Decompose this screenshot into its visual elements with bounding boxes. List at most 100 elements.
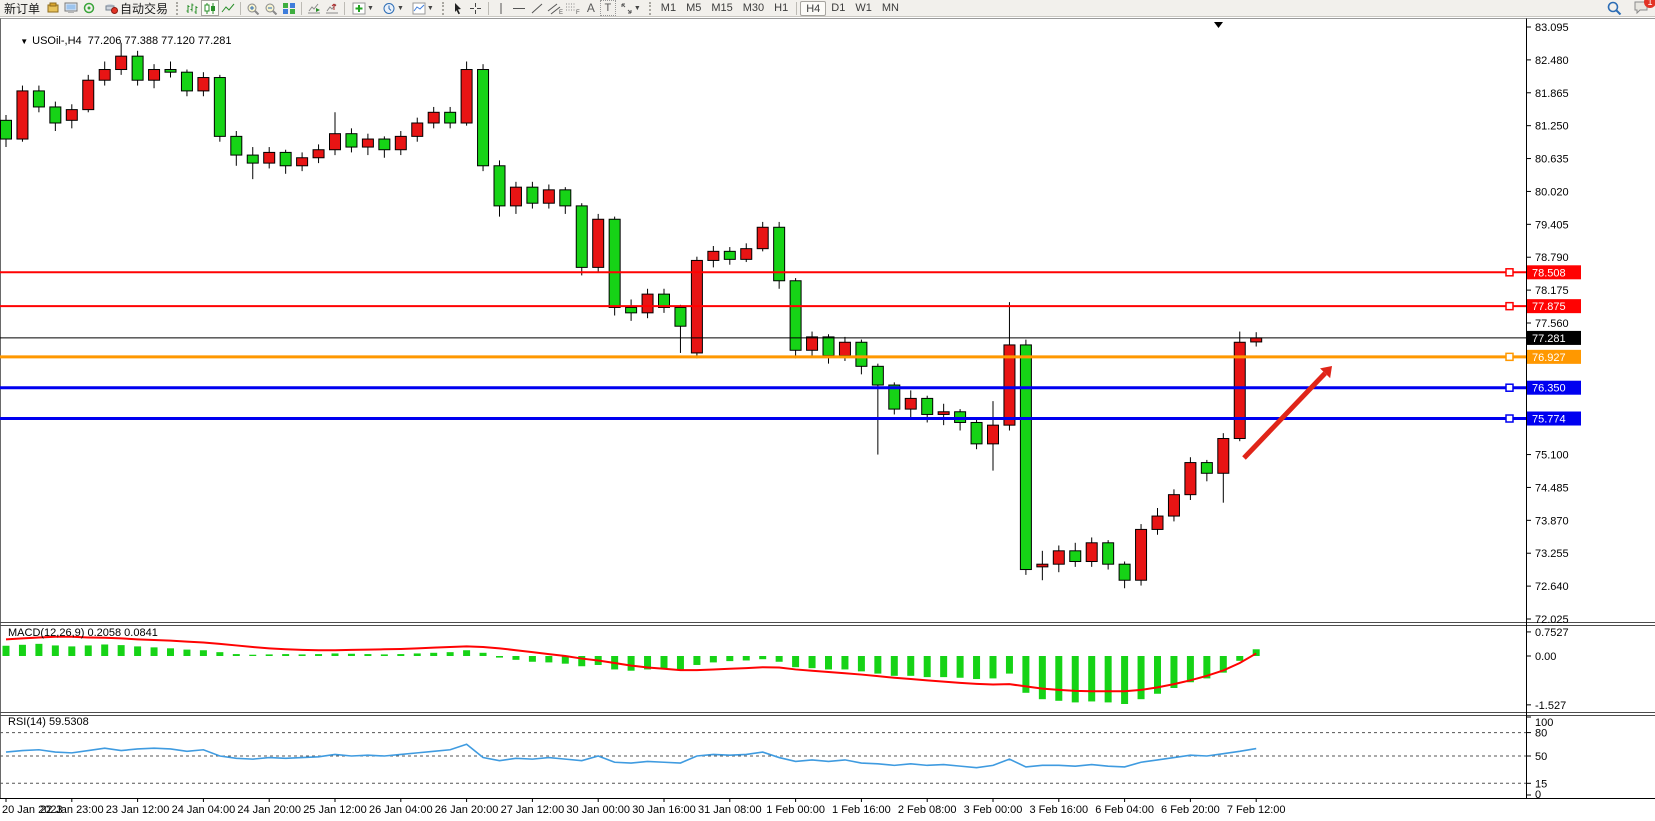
candle-body — [740, 248, 753, 260]
charts-panel-icon[interactable] — [44, 0, 62, 16]
macd-histogram-bar — [775, 656, 783, 662]
templates-button[interactable]: ▼ — [408, 0, 438, 16]
candle-body — [1003, 344, 1016, 426]
text-tool-icon[interactable]: A — [586, 1, 595, 15]
time-tick-label: 20 Jan 2023 — [2, 804, 63, 816]
timeframe-button-h4[interactable]: H4 — [800, 0, 827, 16]
candle-body — [822, 336, 835, 357]
line-chart-type-icon[interactable] — [219, 0, 237, 16]
candle-body — [32, 90, 45, 108]
macd-histogram-bar — [1005, 656, 1013, 674]
macd-histogram-bar — [1203, 656, 1211, 679]
time-tick-label: 30 Jan 00:00 — [566, 804, 630, 816]
timeframe-button-d1[interactable]: D1 — [831, 1, 846, 14]
auto-trading-status-icon — [102, 0, 120, 16]
toolbar-grip[interactable] — [648, 1, 653, 15]
fibonacci-tool-icon[interactable]: F — [564, 0, 582, 16]
macd-histogram-bar — [232, 654, 240, 656]
line-handle — [1505, 414, 1514, 423]
candle-body — [16, 90, 29, 140]
equidistant-channel-tool-icon[interactable]: E — [546, 0, 564, 16]
timeframe-button-m30[interactable]: M30 — [742, 1, 765, 14]
zoom-in-icon[interactable] — [244, 0, 262, 16]
candle-body — [329, 133, 341, 151]
cursor-tool-icon[interactable] — [449, 0, 467, 16]
macd-histogram-bar — [890, 656, 898, 676]
candle-body — [871, 365, 884, 386]
auto-trading-button[interactable]: 自动交易 — [98, 0, 172, 16]
arrows-tool-button[interactable]: ▼ — [616, 0, 645, 16]
candle-body — [411, 122, 424, 137]
candle-body — [312, 149, 325, 159]
chart-shift-marker[interactable] — [1214, 22, 1223, 28]
level-lines-layer[interactable] — [0, 268, 1526, 423]
chart-shift-icon[interactable] — [323, 0, 341, 16]
candle-body — [427, 111, 440, 124]
notifications-button[interactable]: 1 — [1633, 0, 1655, 17]
time-tick-label: 6 Feb 20:00 — [1161, 804, 1220, 816]
time-tick-label: 27 Jan 12:00 — [501, 804, 565, 816]
candle-body — [773, 226, 786, 282]
macd-histogram-bar — [347, 653, 355, 656]
periods-button[interactable]: ▼ — [378, 0, 408, 16]
time-tick-label: 24 Jan 20:00 — [237, 804, 301, 816]
candle-body — [477, 69, 490, 167]
vertical-line-tool-icon[interactable] — [492, 0, 510, 16]
timeframe-button-m15[interactable]: M15 — [711, 1, 733, 14]
navigator-signal-icon[interactable] — [80, 0, 98, 16]
macd-histogram-bar — [874, 656, 882, 674]
macd-histogram-bar — [1038, 656, 1046, 700]
data-window-icon[interactable] — [62, 0, 80, 16]
toolbar-grip[interactable] — [176, 1, 180, 15]
crosshair-tool-icon[interactable] — [467, 0, 485, 16]
trend-arrow-annotation[interactable] — [1242, 371, 1327, 460]
macd-panel: 0.7527 0.00 -1.527 — [2, 627, 1569, 712]
timeframe-button-m5[interactable]: M5 — [686, 1, 702, 14]
timeframe-group: M1 M5 M15 M30 H1 H4 D1 W1 MN — [656, 0, 904, 16]
auto-trading-label: 自动交易 — [120, 1, 169, 16]
toolbar-grip[interactable] — [441, 1, 446, 15]
symbol-dropdown-triangle-icon[interactable]: ▼ — [20, 37, 29, 46]
price-tick-label: 81.865 — [1535, 88, 1569, 100]
time-tick-label: 7 Feb 12:00 — [1227, 804, 1286, 816]
channel-sub: E — [559, 10, 563, 15]
macd-histogram-bar — [364, 654, 372, 656]
auto-scroll-icon[interactable] — [305, 0, 323, 16]
candle-body — [444, 111, 457, 124]
candle-body — [180, 71, 193, 92]
macd-histogram-bar — [808, 656, 816, 669]
candle-body — [378, 138, 391, 151]
macd-histogram-bar — [496, 656, 503, 658]
price-tick-label: 75.100 — [1535, 450, 1569, 462]
notification-badge: 1 — [1644, 0, 1655, 8]
line-price-label-bg — [1527, 330, 1581, 345]
candlestick-chart-type-icon[interactable] — [201, 0, 220, 16]
chart-canvas[interactable]: 83.095 82.480 81.865 81.250 80.635 80.020 79.4… — [0, 17, 1655, 821]
candle-body — [806, 336, 819, 351]
timeframe-button-mn[interactable]: MN — [881, 1, 899, 14]
search-icon[interactable] — [1605, 0, 1623, 16]
macd-histogram-bar — [644, 656, 652, 670]
macd-histogram-bar — [1170, 656, 1178, 688]
candle-body — [1019, 344, 1032, 571]
text-label-tool-icon[interactable]: T — [599, 0, 616, 16]
bar-chart-type-icon[interactable] — [183, 0, 201, 16]
new-order-button[interactable]: 新订单 — [4, 1, 41, 16]
price-tick-label: 72.025 — [1535, 614, 1569, 626]
chart-window[interactable]: 83.095 82.480 81.865 81.250 80.635 80.020 79.4… — [0, 17, 1655, 821]
macd-histogram-bar — [51, 645, 59, 656]
macd-histogram-bar — [216, 652, 224, 656]
zoom-out-icon[interactable] — [262, 0, 280, 16]
horizontal-line-tool-icon[interactable] — [510, 0, 528, 16]
indicators-button[interactable]: ▼ — [348, 0, 378, 16]
trendline-tool-icon[interactable] — [528, 0, 546, 16]
macd-tick-label: -1.527 — [1535, 700, 1566, 712]
macd-histogram-bar — [726, 656, 734, 662]
tile-windows-icon[interactable] — [280, 0, 298, 16]
timeframe-button-w1[interactable]: W1 — [855, 1, 872, 14]
timeframe-button-m1[interactable]: M1 — [660, 1, 677, 14]
timeframe-button-h1[interactable]: H1 — [774, 1, 789, 14]
macd-histogram-bar — [380, 654, 388, 656]
candle-body — [789, 280, 802, 351]
candle-body — [394, 135, 407, 151]
